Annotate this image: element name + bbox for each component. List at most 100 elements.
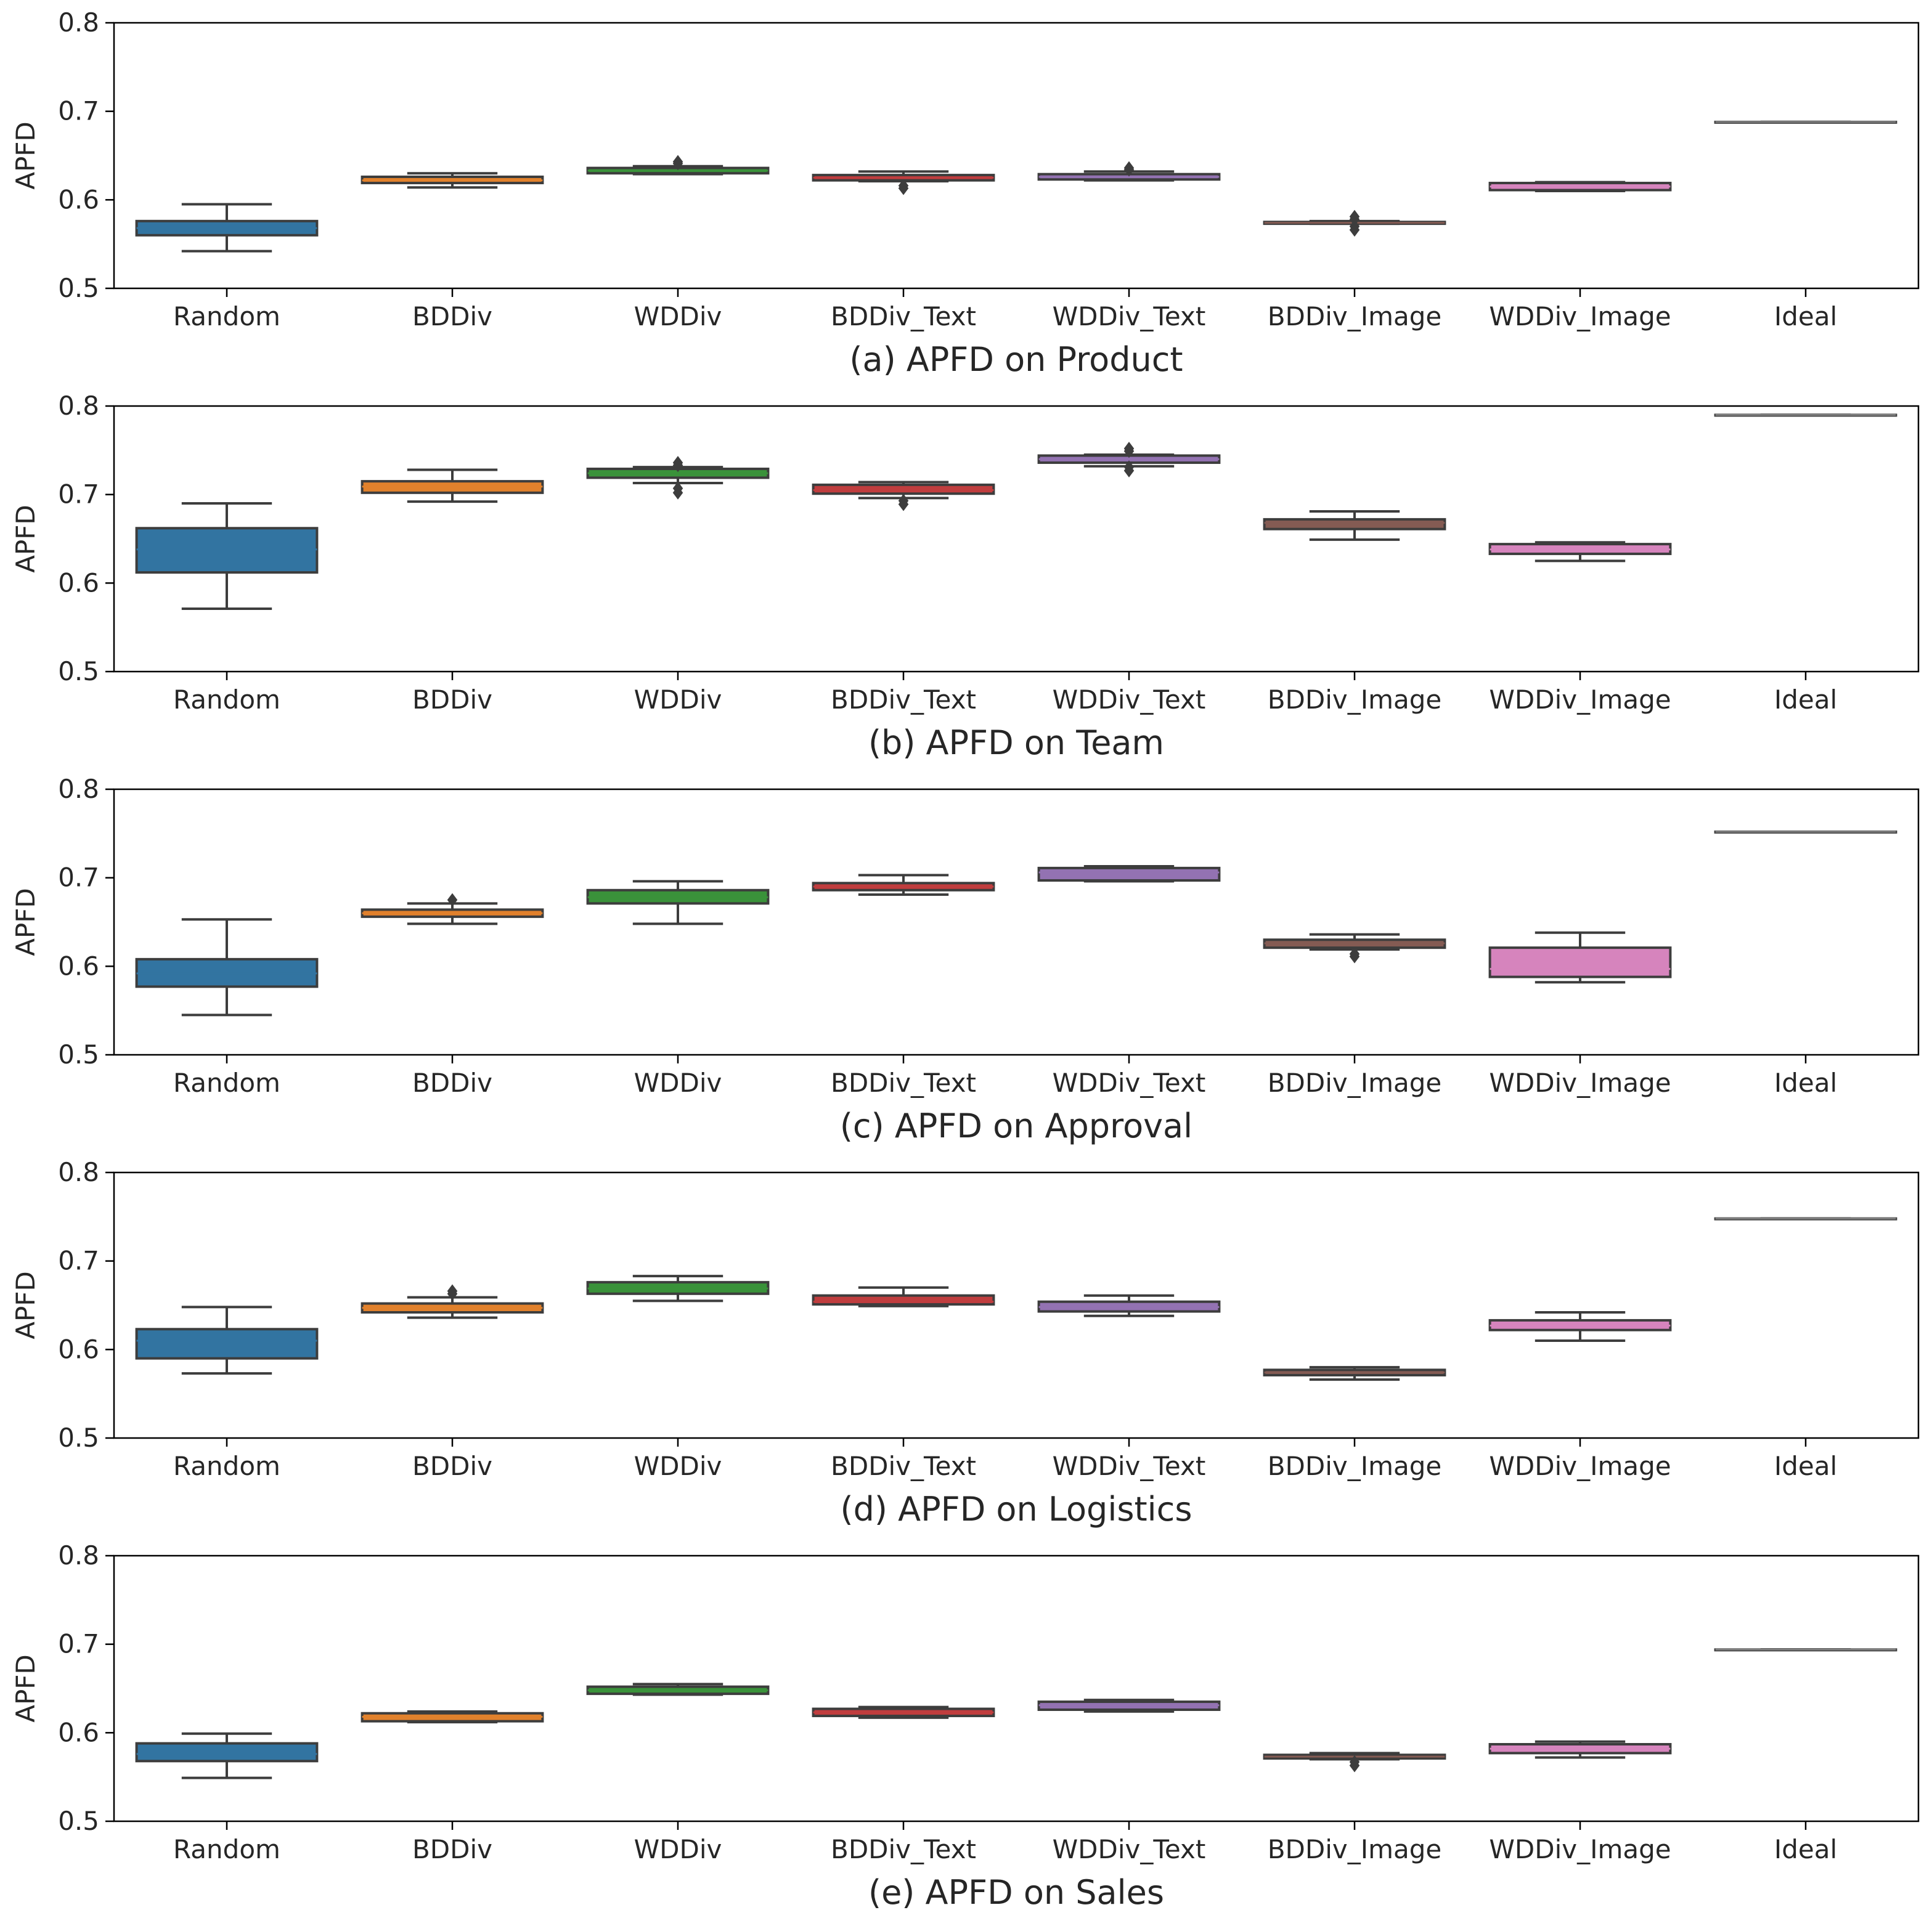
y-axis-label: APFD (10, 121, 41, 190)
x-tick-label: WDDiv_Text (1053, 301, 1206, 331)
y-tick-label: 0.8 (58, 391, 99, 421)
box-wddiv-text (1037, 1699, 1221, 1713)
plot-frame (113, 1554, 1920, 1822)
outlier-point (898, 179, 909, 193)
x-tick-label: WDDiv (634, 1834, 722, 1864)
outlier-point (1349, 209, 1360, 224)
y-tick-label: 0.7 (58, 96, 99, 126)
box-bddiv (361, 468, 544, 503)
box-bddiv-image (1263, 933, 1446, 964)
x-tick-label: WDDiv_Text (1053, 685, 1206, 715)
x-tick-label: BDDiv_Image (1268, 1451, 1442, 1481)
y-tick-label: 0.5 (58, 1423, 99, 1453)
box-bddiv-text (812, 170, 995, 195)
y-tick-label: 0.5 (58, 1806, 99, 1836)
x-tick-label: WDDiv (634, 685, 722, 715)
outlier-point (1349, 947, 1360, 961)
x-tick-label: WDDiv_Image (1489, 1451, 1671, 1481)
box-body (812, 1294, 995, 1306)
x-tick-label: BDDiv_Text (831, 1068, 976, 1098)
box-bddiv-text (812, 1705, 995, 1719)
x-tick-label: Random (173, 1834, 280, 1864)
x-tick-label: BDDiv_Text (831, 1451, 976, 1481)
box-bddiv-text (812, 481, 995, 511)
box-wddiv-text (1037, 1294, 1221, 1317)
box-wddiv-image (1488, 1310, 1672, 1342)
x-tick-label: Ideal (1774, 685, 1837, 715)
x-tick-label: Random (173, 301, 280, 331)
box-bddiv (361, 1710, 544, 1724)
y-axis-label: APFD (10, 1654, 41, 1723)
plot-frame (113, 405, 1920, 673)
x-tick-label: WDDiv_Text (1053, 1834, 1206, 1864)
y-tick-label: 0.6 (58, 951, 99, 981)
x-tick-label: BDDiv_Text (831, 1834, 976, 1864)
x-tick-label: Random (173, 1451, 280, 1481)
box-bddiv (361, 1284, 544, 1319)
x-tick-label: BDDiv_Image (1268, 1834, 1442, 1864)
panel-3: 0.5 0.6 0.7 0.8 APFD Random BDDiv WDDiv BDDiv_Te… (10, 1157, 1920, 1529)
x-tick-label: BDDiv_Image (1268, 685, 1442, 715)
outlier-point (672, 155, 683, 169)
y-tick-label: 0.6 (58, 567, 99, 598)
box-bddiv (361, 893, 544, 925)
x-tick-label: BDDiv (412, 1068, 492, 1098)
panel-caption: (a) APFD on Product (849, 340, 1183, 379)
box-bddiv-image (1263, 1366, 1446, 1381)
box-bddiv-text (812, 874, 995, 896)
panel-caption: (c) APFD on Approval (840, 1107, 1192, 1145)
plot-frame (113, 788, 1920, 1056)
y-tick-label: 0.8 (58, 1540, 99, 1570)
outlier-point (447, 1284, 458, 1298)
x-tick-label: BDDiv (412, 301, 492, 331)
plot-frame (113, 1171, 1920, 1439)
y-tick-label: 0.6 (58, 184, 99, 214)
box-bddiv-text (812, 1286, 995, 1307)
plot-frame (113, 22, 1920, 290)
panel-0: 0.5 0.6 0.7 0.8 APFD Random BDDiv WDDiv BDDiv_Te… (10, 7, 1920, 379)
outlier-point (1123, 161, 1135, 175)
y-tick-label: 0.7 (58, 863, 99, 893)
box-random (135, 502, 319, 610)
y-tick-label: 0.5 (58, 273, 99, 303)
outlier-point (1349, 1755, 1360, 1769)
box-wddiv-image (1488, 931, 1672, 984)
x-tick-label: BDDiv (412, 1834, 492, 1864)
box-bddiv-image (1263, 1752, 1446, 1773)
box-wddiv (586, 1275, 770, 1302)
box-wddiv-text (1037, 864, 1221, 883)
panel-caption: (d) APFD on Logistics (841, 1490, 1192, 1529)
x-tick-label: Ideal (1774, 1451, 1837, 1481)
box-wddiv (586, 880, 770, 925)
box-random (135, 1732, 319, 1779)
outlier-point (1123, 441, 1135, 455)
panel-1: 0.5 0.6 0.7 0.8 APFD Random BDDiv WDDiv BDDiv_Te… (10, 391, 1920, 762)
y-tick-label: 0.7 (58, 1246, 99, 1276)
x-tick-label: WDDiv_Image (1489, 301, 1671, 331)
box-random (135, 1306, 319, 1375)
box-wddiv-image (1488, 181, 1672, 192)
x-tick-label: WDDiv_Text (1053, 1451, 1206, 1481)
y-tick-label: 0.6 (58, 1334, 99, 1364)
outlier-point (1349, 219, 1360, 234)
y-tick-label: 0.7 (58, 479, 99, 510)
y-tick-label: 0.8 (58, 7, 99, 38)
outlier-point (672, 455, 683, 469)
x-tick-label: BDDiv (412, 685, 492, 715)
x-tick-label: Ideal (1774, 1068, 1837, 1098)
outlier-point (1123, 460, 1135, 474)
y-tick-label: 0.6 (58, 1717, 99, 1747)
box-body (1488, 946, 1672, 978)
box-bddiv-image (1263, 209, 1446, 237)
box-wddiv-image (1488, 1740, 1672, 1759)
x-tick-label: Ideal (1774, 301, 1837, 331)
outlier-point (672, 481, 683, 495)
box-wddiv-text (1037, 441, 1221, 477)
y-axis-label: APFD (10, 888, 41, 956)
y-axis-label: APFD (10, 1271, 41, 1339)
outlier-point (447, 893, 458, 907)
y-axis-label: APFD (10, 505, 41, 573)
x-tick-label: BDDiv (412, 1451, 492, 1481)
x-tick-label: BDDiv_Image (1268, 1068, 1442, 1098)
y-tick-label: 0.7 (58, 1629, 99, 1659)
